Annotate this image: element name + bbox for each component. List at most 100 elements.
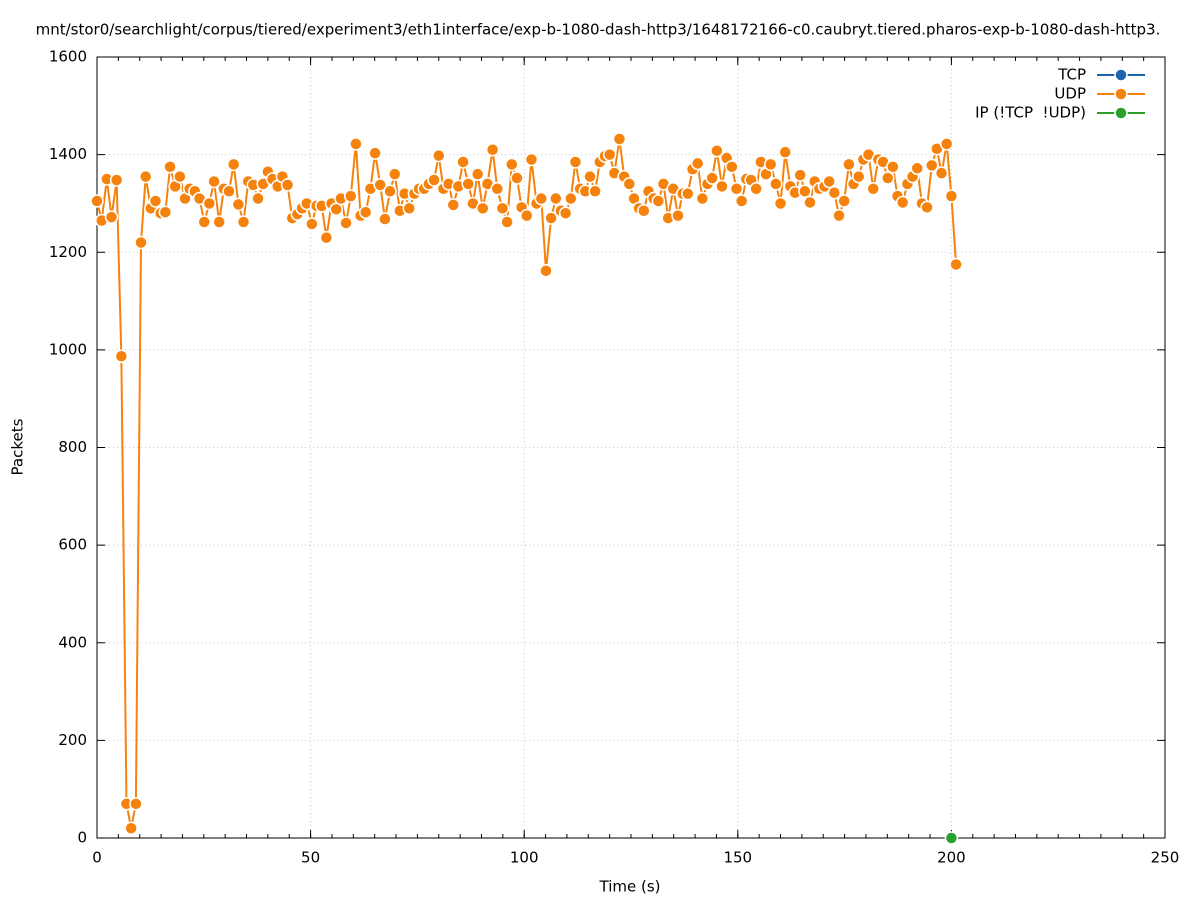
data-point <box>124 821 138 835</box>
data-point <box>715 179 729 194</box>
data-point <box>432 148 446 163</box>
y-tick-label: 1000 <box>49 340 87 358</box>
data-point <box>886 160 900 174</box>
data-point <box>544 211 558 225</box>
data-point <box>490 182 505 196</box>
data-point <box>558 206 573 220</box>
x-tick-label: 100 <box>510 849 539 867</box>
data-point <box>939 137 954 151</box>
data-point <box>129 797 143 811</box>
data-point <box>388 167 402 181</box>
data-point <box>148 194 163 208</box>
data-point <box>134 235 148 250</box>
data-point <box>851 169 866 184</box>
data-point <box>373 178 387 192</box>
chart-title: mnt/stor0/searchlight/corpus/tiered/expe… <box>36 21 1161 39</box>
data-point <box>163 160 177 174</box>
data-point <box>368 146 382 160</box>
data-point <box>837 194 851 208</box>
data-point <box>505 157 519 172</box>
data-point <box>866 182 880 196</box>
data-point <box>222 184 236 198</box>
data-point <box>339 216 353 230</box>
data-point <box>520 208 534 223</box>
data-point <box>798 184 812 198</box>
data-point <box>280 178 295 192</box>
data-point <box>949 257 963 272</box>
data-point <box>842 157 856 172</box>
data-point <box>651 194 666 208</box>
data-point <box>588 184 602 198</box>
data-point <box>251 191 265 206</box>
y-tick-label: 0 <box>77 829 87 847</box>
data-point <box>207 174 221 189</box>
legend-marker <box>1114 68 1128 82</box>
data-point <box>920 200 934 215</box>
x-tick-label: 250 <box>1151 849 1180 867</box>
data-point <box>427 173 441 187</box>
data-point <box>549 191 563 206</box>
data-point <box>197 215 211 229</box>
data-point <box>470 167 485 181</box>
data-point <box>602 147 617 162</box>
data-point <box>534 191 549 206</box>
y-tick-label: 1600 <box>49 48 87 66</box>
data-point <box>895 195 910 210</box>
data-point <box>226 157 241 172</box>
data-point <box>485 142 500 157</box>
data-point <box>710 143 724 158</box>
data-point <box>671 208 685 223</box>
data-point <box>725 160 739 174</box>
data-point <box>924 158 939 173</box>
data-point <box>729 182 744 196</box>
data-point <box>358 205 373 219</box>
data-point <box>344 189 358 203</box>
data-point <box>749 182 763 196</box>
data-point <box>202 196 217 211</box>
data-point <box>90 194 104 208</box>
y-tick-label: 200 <box>58 731 87 749</box>
data-point <box>138 169 153 184</box>
data-point <box>158 205 173 219</box>
x-tick-label: 0 <box>92 849 102 867</box>
data-point <box>944 831 959 845</box>
series-line <box>96 138 958 829</box>
data-point <box>763 157 778 172</box>
data-point <box>212 215 226 229</box>
x-axis-label: Time (s) <box>599 878 661 896</box>
data-point <box>612 132 627 146</box>
data-point <box>793 168 807 182</box>
y-axis-label: Packets <box>9 418 27 475</box>
data-point <box>104 210 119 224</box>
data-point <box>383 184 397 198</box>
plot-frame <box>96 56 1166 839</box>
data-point <box>832 208 846 223</box>
data-point <box>231 197 246 212</box>
data-point <box>476 201 490 216</box>
data-point <box>500 215 514 229</box>
data-point <box>622 177 637 191</box>
data-point <box>236 215 251 229</box>
data-point <box>778 145 792 159</box>
data-point <box>734 194 749 208</box>
y-tick-label: 1400 <box>49 145 87 163</box>
data-point <box>769 177 783 191</box>
data-point <box>637 204 651 218</box>
data-point <box>510 171 524 185</box>
data-point <box>705 171 719 185</box>
data-point <box>539 264 553 278</box>
data-point <box>456 155 470 169</box>
legend-marker <box>1114 87 1128 101</box>
legend-label: UDP <box>1054 85 1086 103</box>
data-point <box>114 349 129 363</box>
legend-label: TCP <box>1057 66 1086 84</box>
y-tick-label: 1200 <box>49 243 87 261</box>
x-tick-label: 200 <box>937 849 966 867</box>
y-tick-label: 400 <box>58 633 87 651</box>
data-point <box>880 171 895 185</box>
data-point <box>173 169 187 184</box>
data-point <box>349 137 363 151</box>
data-point <box>564 191 578 206</box>
data-point <box>827 185 842 200</box>
